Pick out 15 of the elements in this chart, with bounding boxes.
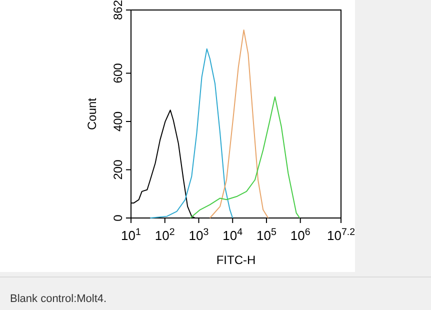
x-tick-label: 10$^{1}$ bbox=[121, 226, 141, 243]
x-tick-label: 10$^{5}$ bbox=[256, 226, 277, 243]
text: Blank control:Molt4. bbox=[10, 293, 107, 305]
x-tick-label: 10$^{2}$ bbox=[154, 226, 175, 243]
x-tick-label: 10$^{6}$ bbox=[290, 226, 310, 243]
y-axis-title: Count bbox=[85, 97, 99, 130]
y-tick-label: 200 bbox=[111, 159, 125, 180]
x-tick-label: 10$^{7.2}$ bbox=[326, 226, 356, 243]
y-tick-label: 0 bbox=[111, 214, 125, 222]
y-tick-label: 400 bbox=[111, 111, 125, 132]
y-tick-label: 600 bbox=[111, 62, 125, 84]
x-tick-label: 10$^{3}$ bbox=[188, 226, 209, 243]
y-tick-label: 862 bbox=[111, 0, 125, 20]
x-tick-label: 10$^{4}$ bbox=[222, 226, 244, 243]
x-axis-title: FITC-H bbox=[216, 253, 256, 267]
